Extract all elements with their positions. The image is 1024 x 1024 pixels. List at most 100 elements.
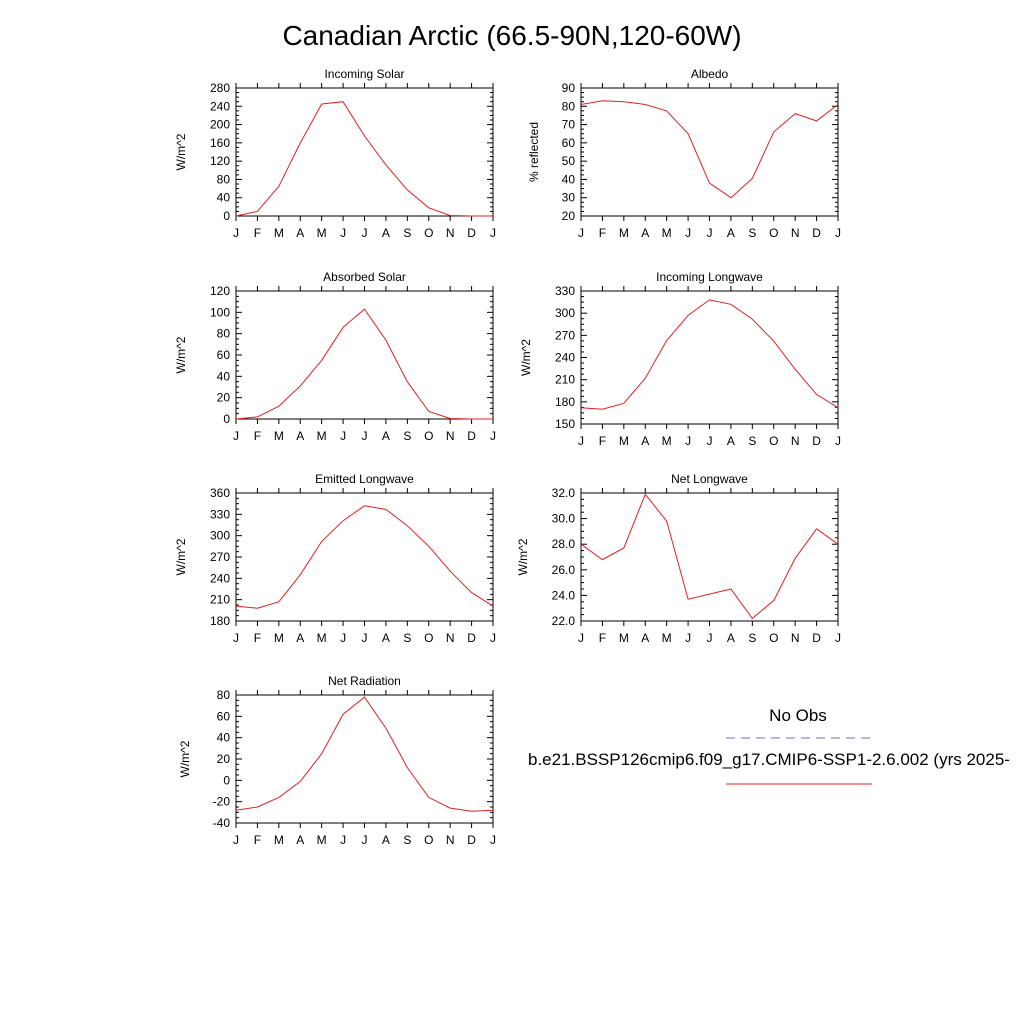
- x-tick-label: S: [403, 631, 411, 645]
- y-tick-label: 80: [217, 172, 231, 186]
- x-tick-label: J: [685, 631, 691, 645]
- y-tick-label: 30: [562, 191, 576, 205]
- series-line: [235, 308, 493, 420]
- y-tick-label: 90: [562, 81, 576, 95]
- x-tick-label: F: [599, 226, 606, 240]
- y-axis-label: % reflected: [527, 122, 541, 182]
- x-tick-label: S: [403, 429, 411, 443]
- y-tick-label: 60: [217, 348, 231, 362]
- x-tick-label: O: [424, 833, 433, 847]
- x-tick-label: M: [274, 631, 284, 645]
- x-tick-label: J: [362, 226, 368, 240]
- legend-model-label: b.e21.BSSP126cmip6.f09_g17.CMIP6-SSP1-2.…: [528, 750, 1010, 769]
- x-tick-label: N: [446, 226, 455, 240]
- x-tick-label: A: [641, 631, 649, 645]
- y-tick-label: 240: [555, 351, 575, 365]
- x-tick-label: O: [769, 631, 778, 645]
- x-tick-label: D: [467, 429, 476, 443]
- x-tick-label: F: [254, 833, 261, 847]
- x-tick-label: A: [296, 226, 304, 240]
- x-tick-label: S: [403, 833, 411, 847]
- legend-obs-label: No Obs: [769, 706, 827, 725]
- y-axis-label: W/m^2: [519, 339, 533, 376]
- x-tick-label: A: [296, 429, 304, 443]
- series-line: [580, 299, 839, 410]
- x-tick-label: M: [662, 631, 672, 645]
- x-tick-label: F: [599, 434, 606, 448]
- y-tick-label: 20: [562, 209, 576, 223]
- x-tick-label: D: [467, 631, 476, 645]
- y-axis-label: W/m^2: [178, 740, 192, 777]
- y-tick-label: -20: [213, 795, 231, 809]
- x-tick-label: J: [835, 631, 841, 645]
- x-tick-label: M: [274, 226, 284, 240]
- x-tick-label: M: [317, 631, 327, 645]
- x-tick-label: M: [317, 833, 327, 847]
- x-tick-label: M: [619, 631, 629, 645]
- x-tick-label: D: [812, 226, 821, 240]
- x-tick-label: A: [382, 833, 390, 847]
- y-tick-label: 40: [217, 731, 231, 745]
- x-tick-label: M: [619, 434, 629, 448]
- y-tick-label: 26.0: [552, 563, 576, 577]
- y-tick-label: 270: [210, 550, 230, 564]
- x-tick-label: J: [707, 631, 713, 645]
- y-tick-label: 240: [210, 571, 230, 585]
- panel-title: Incoming Solar: [324, 67, 404, 81]
- x-tick-label: A: [727, 434, 735, 448]
- x-tick-label: J: [490, 429, 496, 443]
- x-tick-label: A: [641, 434, 649, 448]
- panel-title: Albedo: [691, 67, 729, 81]
- x-tick-label: J: [340, 226, 346, 240]
- x-tick-label: O: [424, 631, 433, 645]
- x-tick-label: J: [578, 434, 584, 448]
- x-tick-label: A: [296, 631, 304, 645]
- y-tick-label: 150: [555, 417, 575, 431]
- y-axis-label: W/m^2: [174, 133, 188, 170]
- x-tick-label: F: [254, 429, 261, 443]
- panel-title: Net Radiation: [328, 674, 401, 688]
- y-tick-label: 32.0: [552, 486, 576, 500]
- x-tick-label: D: [467, 833, 476, 847]
- plot-frame: [235, 87, 494, 217]
- y-tick-label: 24.0: [552, 588, 576, 602]
- x-tick-label: J: [233, 631, 239, 645]
- figure-title: Canadian Arctic (66.5-90N,120-60W): [282, 20, 742, 51]
- y-tick-label: 0: [223, 209, 230, 223]
- x-tick-label: M: [619, 226, 629, 240]
- panels-group: Incoming SolarW/m^204080120160200240280J…: [174, 67, 841, 847]
- y-axis-label: W/m^2: [516, 538, 530, 575]
- x-tick-label: M: [317, 226, 327, 240]
- x-tick-label: J: [490, 833, 496, 847]
- panel-title: Emitted Longwave: [315, 472, 414, 486]
- x-tick-label: J: [233, 833, 239, 847]
- x-tick-label: O: [769, 434, 778, 448]
- x-tick-label: S: [748, 631, 756, 645]
- x-tick-label: F: [254, 631, 261, 645]
- x-tick-label: S: [748, 434, 756, 448]
- y-tick-label: 100: [210, 305, 230, 319]
- x-tick-label: N: [791, 434, 800, 448]
- y-tick-label: 180: [210, 614, 230, 628]
- y-tick-label: 40: [217, 191, 231, 205]
- series-line: [235, 505, 494, 609]
- x-tick-label: J: [362, 429, 368, 443]
- y-tick-label: 50: [562, 154, 576, 168]
- x-tick-label: S: [403, 226, 411, 240]
- plot-frame: [580, 87, 839, 217]
- x-tick-label: N: [791, 226, 800, 240]
- x-tick-label: A: [382, 631, 390, 645]
- y-tick-label: 20: [217, 391, 231, 405]
- x-tick-label: O: [769, 226, 778, 240]
- x-tick-label: N: [446, 429, 455, 443]
- y-tick-label: 28.0: [552, 537, 576, 551]
- y-tick-label: 60: [562, 136, 576, 150]
- x-tick-label: M: [274, 429, 284, 443]
- y-tick-label: 0: [223, 773, 230, 787]
- panel-title: Incoming Longwave: [656, 270, 763, 284]
- panel-net-longwave: Net Longwave W/m^2 22.0 24.0 26.0 28.0 30.0 32.…: [516, 472, 841, 645]
- y-tick-label: 180: [555, 395, 575, 409]
